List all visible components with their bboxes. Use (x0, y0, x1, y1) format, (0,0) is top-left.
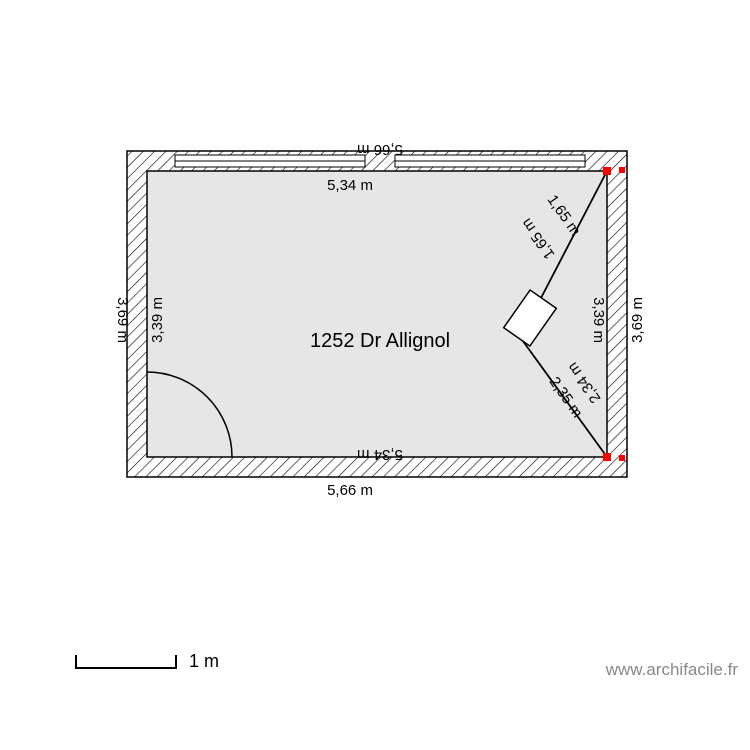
dim-left-inner: 3,39 m (149, 297, 166, 343)
room-label: 1252 Dr Allignol (310, 330, 450, 352)
floorplan-svg: 1252 Dr Allignol 5,66 m 5,34 m 5,34 m 5,… (0, 0, 750, 750)
dim-right-inner: 3,39 m (590, 297, 607, 343)
marker-top-r (619, 167, 625, 173)
dim-bottom-inner: 5,34 m (357, 446, 403, 463)
marker-bottom-r (619, 455, 625, 461)
dim-bottom-outer: 5,66 m (327, 482, 373, 499)
scale-bar: 1 m (75, 651, 219, 672)
floorplan-stage: { "type": "floorplan", "canvas": { "w": … (0, 0, 750, 750)
watermark: www.archifacile.fr (606, 660, 738, 680)
marker-top (603, 167, 611, 175)
dim-left-outer: 3,69 m (114, 297, 131, 343)
dim-top-outer: 5,66 m (357, 141, 403, 158)
scale-bar-label: 1 m (189, 651, 219, 672)
marker-bottom (603, 453, 611, 461)
dim-top-inner: 5,34 m (327, 177, 373, 194)
window-1 (175, 155, 365, 167)
dim-right-outer: 3,69 m (629, 297, 646, 343)
scale-bar-line (75, 655, 177, 669)
window-2 (395, 155, 585, 167)
